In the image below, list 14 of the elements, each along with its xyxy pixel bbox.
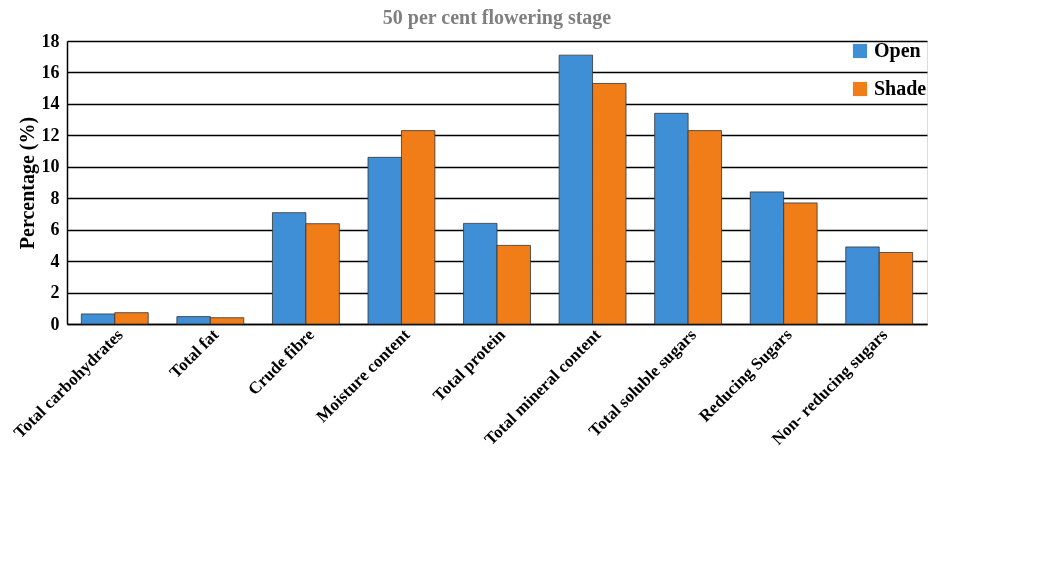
y-tick-label: 6: [50, 219, 60, 240]
y-tick-label: 8: [50, 187, 60, 208]
y-tick-label: 0: [50, 313, 60, 334]
y-tick-label: 18: [41, 30, 60, 51]
chart-title: 50 per cent flowering stage: [382, 6, 612, 29]
legend-label: Shade: [874, 77, 927, 99]
legend-label: Open: [874, 39, 921, 62]
y-tick-label: 14: [41, 93, 60, 114]
y-tick-label: 2: [50, 282, 60, 303]
y-tick-label: 4: [50, 250, 60, 271]
y-axis-title: Percentage (%): [15, 116, 39, 250]
y-tick-label: 12: [41, 124, 60, 145]
y-tick-label: 10: [41, 156, 60, 177]
y-tick-label: 16: [41, 61, 60, 82]
